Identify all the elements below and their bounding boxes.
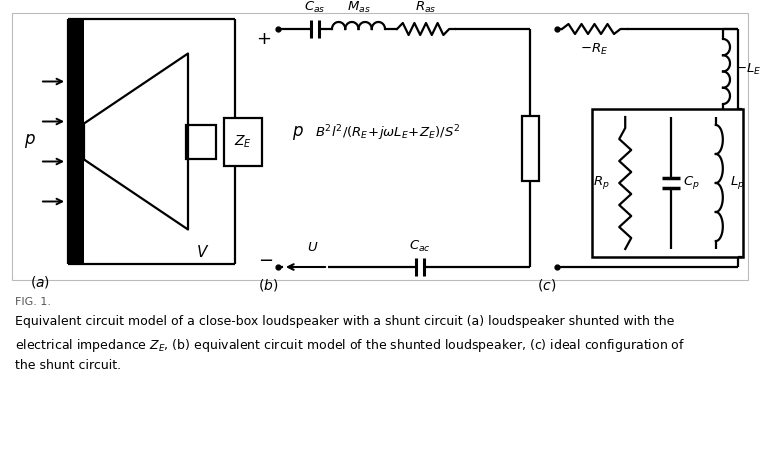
Text: $-R_E$: $-R_E$ bbox=[581, 42, 609, 57]
Bar bbox=[224, 118, 262, 166]
Text: $R_{as}$: $R_{as}$ bbox=[416, 0, 437, 15]
Text: electrical impedance $Z_E$, (b) equivalent circuit model of the shunted loudspea: electrical impedance $Z_E$, (b) equivale… bbox=[15, 337, 685, 354]
Bar bbox=[592, 109, 743, 257]
Text: $(c)$: $(c)$ bbox=[537, 277, 556, 293]
Bar bbox=[12, 13, 748, 280]
Bar bbox=[186, 124, 216, 158]
Text: $B^2l^2/(R_E\!+\!j\omega L_E\!+\!Z_E)/S^2$: $B^2l^2/(R_E\!+\!j\omega L_E\!+\!Z_E)/S^… bbox=[315, 123, 460, 143]
Text: $(b)$: $(b)$ bbox=[258, 277, 279, 293]
Text: $C_{ac}$: $C_{ac}$ bbox=[409, 239, 431, 254]
Text: the shunt circuit.: the shunt circuit. bbox=[15, 359, 121, 372]
Text: $R_p$: $R_p$ bbox=[593, 174, 610, 191]
Text: Equivalent circuit model of a close-box loudspeaker with a shunt circuit (a) lou: Equivalent circuit model of a close-box … bbox=[15, 315, 674, 328]
Text: $-$: $-$ bbox=[259, 250, 273, 268]
Text: $V$: $V$ bbox=[196, 244, 210, 260]
Text: $(a)$: $(a)$ bbox=[30, 274, 50, 290]
Text: $C_p$: $C_p$ bbox=[683, 174, 699, 191]
Text: $M_{as}$: $M_{as}$ bbox=[346, 0, 371, 15]
Text: FIG. 1.: FIG. 1. bbox=[15, 297, 51, 307]
Text: $+$: $+$ bbox=[256, 30, 272, 48]
Text: $p$: $p$ bbox=[24, 133, 36, 151]
Text: $C_{as}$: $C_{as}$ bbox=[304, 0, 326, 15]
Bar bbox=[68, 19, 84, 264]
Text: $U$: $U$ bbox=[307, 241, 319, 254]
Text: $-L_E$: $-L_E$ bbox=[735, 62, 761, 77]
Text: $Z_E$: $Z_E$ bbox=[234, 133, 252, 150]
Bar bbox=[521, 116, 539, 180]
Text: $L_p$: $L_p$ bbox=[730, 174, 745, 191]
Text: $p$: $p$ bbox=[292, 124, 304, 142]
